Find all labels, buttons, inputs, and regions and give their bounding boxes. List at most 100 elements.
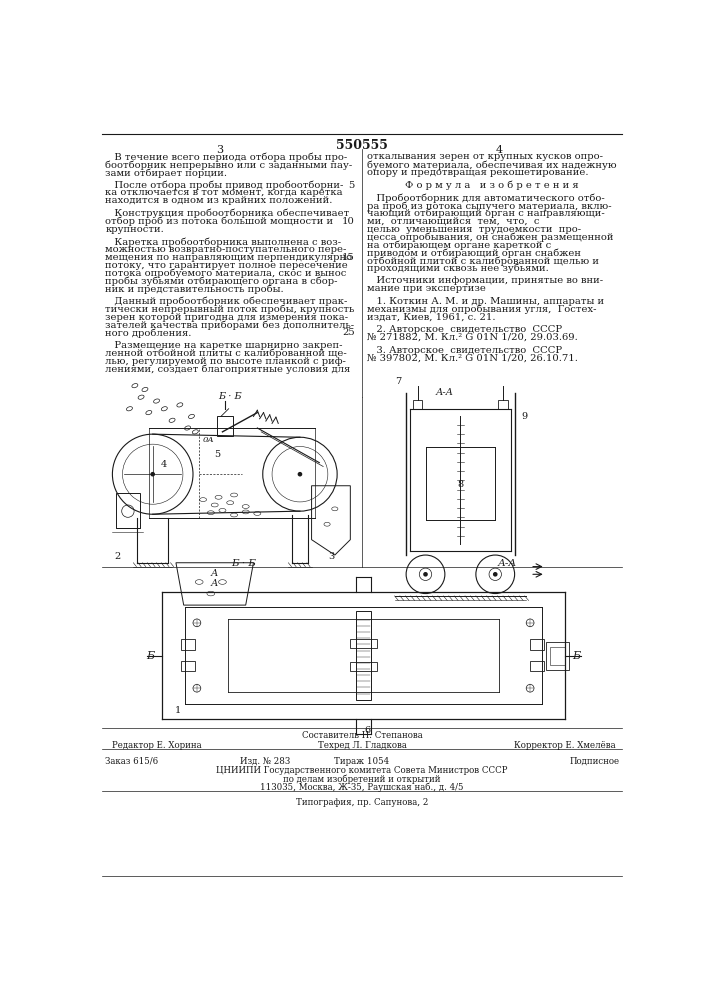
Text: № 271882, М. Кл.² G 01N 1/20, 29.03.69.: № 271882, М. Кл.² G 01N 1/20, 29.03.69. bbox=[367, 333, 578, 342]
Text: В течение всего периода отбора пробы про-: В течение всего периода отбора пробы про… bbox=[105, 152, 348, 162]
Bar bbox=[349, 662, 378, 671]
Circle shape bbox=[423, 572, 428, 577]
Text: зерен которой пригодна для измерения пока-: зерен которой пригодна для измерения пок… bbox=[105, 313, 349, 322]
Text: ник и представительность пробы.: ник и представительность пробы. bbox=[105, 284, 284, 294]
Text: крупности.: крупности. bbox=[105, 225, 164, 234]
Text: можностью возвратно-поступательного пере-: можностью возвратно-поступательного пере… bbox=[105, 245, 347, 254]
Text: ного дробления.: ного дробления. bbox=[105, 328, 192, 338]
Text: 10: 10 bbox=[342, 217, 355, 226]
Bar bbox=[182, 639, 195, 650]
Text: 6: 6 bbox=[364, 726, 370, 735]
Text: 2: 2 bbox=[114, 552, 120, 561]
Text: мание при экспертизе: мание при экспертизе bbox=[367, 284, 486, 293]
Bar bbox=[217, 416, 233, 436]
Bar bbox=[413, 400, 422, 409]
Text: ЦНИИПИ Государственного комитета Совета Министров СССР: ЦНИИПИ Государственного комитета Совета … bbox=[216, 766, 508, 775]
Text: 4: 4 bbox=[161, 460, 168, 469]
Text: Редактор Е. Хорина: Редактор Е. Хорина bbox=[112, 741, 201, 750]
Text: по делам изобретений и открытий: по делам изобретений и открытий bbox=[284, 774, 440, 784]
Text: потока опробуемого материала, скос и вынос: потока опробуемого материала, скос и вын… bbox=[105, 269, 347, 278]
Text: отбор проб из потока большой мощности и: отбор проб из потока большой мощности и bbox=[105, 217, 334, 226]
Text: ленной отбойной плиты с калиброванной ще-: ленной отбойной плиты с калиброванной ще… bbox=[105, 349, 347, 358]
Text: 8: 8 bbox=[457, 480, 463, 489]
Bar bbox=[116, 493, 139, 528]
Text: 25: 25 bbox=[342, 328, 355, 337]
Text: 3: 3 bbox=[216, 145, 223, 155]
Text: приводом и отбирающий орган снабжен: приводом и отбирающий орган снабжен bbox=[367, 248, 580, 258]
Text: 3. Авторское  свидетельство  СССР: 3. Авторское свидетельство СССР bbox=[367, 346, 562, 355]
Text: 1: 1 bbox=[175, 706, 180, 715]
Text: 7: 7 bbox=[395, 377, 402, 386]
Text: Заказ 615/6: Заказ 615/6 bbox=[105, 757, 158, 766]
Text: целью  уменьшения  трудоемкости  про-: целью уменьшения трудоемкости про- bbox=[367, 225, 580, 234]
Text: А: А bbox=[211, 579, 218, 588]
Text: зами отбирает порции.: зами отбирает порции. bbox=[105, 168, 228, 178]
Text: Корректор Е. Хмелёва: Корректор Е. Хмелёва bbox=[514, 741, 615, 750]
Text: А-А: А-А bbox=[497, 559, 517, 568]
Text: боотборник непрерывно или с заданными пау-: боотборник непрерывно или с заданными па… bbox=[105, 160, 353, 170]
Text: зателей качества приборами без дополнитель-: зателей качества приборами без дополните… bbox=[105, 320, 354, 330]
Text: 1. Коткин А. М. и др. Машины, аппараты и: 1. Коткин А. М. и др. Машины, аппараты и bbox=[367, 297, 604, 306]
Bar bbox=[349, 639, 378, 648]
Circle shape bbox=[493, 572, 498, 577]
Text: 15: 15 bbox=[342, 253, 355, 262]
Text: потоку, что гарантирует полное пересечение: потоку, что гарантирует полное пересечен… bbox=[105, 261, 348, 270]
Bar bbox=[498, 400, 508, 409]
Text: Данный пробоотборник обеспечивает прак-: Данный пробоотборник обеспечивает прак- bbox=[105, 297, 348, 306]
Text: буемого материала, обеспечивая их надежную: буемого материала, обеспечивая их надежн… bbox=[367, 160, 617, 170]
Text: чающий отбирающий орган с направляющи-: чающий отбирающий орган с направляющи- bbox=[367, 209, 604, 218]
Text: А-А: А-А bbox=[436, 388, 454, 397]
Circle shape bbox=[151, 472, 155, 477]
Text: откалывания зерен от крупных кусков опро-: откалывания зерен от крупных кусков опро… bbox=[367, 152, 602, 161]
Text: опору и предотвращая рекошетирование.: опору и предотвращая рекошетирование. bbox=[367, 168, 588, 177]
Text: Изд. № 283: Изд. № 283 bbox=[240, 757, 290, 766]
Text: 9: 9 bbox=[522, 412, 527, 421]
Text: Ф о р м у л а   и з о б р е т е н и я: Ф о р м у л а и з о б р е т е н и я bbox=[405, 181, 579, 190]
Text: Б · Б: Б · Б bbox=[218, 392, 242, 401]
Bar bbox=[546, 642, 569, 670]
Text: цесса опробывания, он снабжен размещенной: цесса опробывания, он снабжен размещенно… bbox=[367, 232, 613, 242]
Text: издат, Киев, 1961, с. 21.: издат, Киев, 1961, с. 21. bbox=[367, 313, 495, 322]
Text: Размещение на каретке шарнирно закреп-: Размещение на каретке шарнирно закреп- bbox=[105, 341, 343, 350]
Bar bbox=[182, 661, 195, 671]
Text: Б: Б bbox=[146, 651, 154, 661]
Text: 2. Авторское  свидетельство  СССР: 2. Авторское свидетельство СССР bbox=[367, 325, 562, 334]
Text: ми,  отличающийся  тем,  что,  с: ми, отличающийся тем, что, с bbox=[367, 217, 539, 226]
Text: А: А bbox=[211, 569, 218, 578]
Text: тически непрерывный поток пробы, крупность: тически непрерывный поток пробы, крупнос… bbox=[105, 305, 355, 314]
Text: 0А: 0А bbox=[203, 436, 215, 444]
Text: Составитель Н. Степанова: Составитель Н. Степанова bbox=[302, 731, 422, 740]
Text: ка отключается в тот момент, когда каретка: ка отключается в тот момент, когда карет… bbox=[105, 188, 343, 197]
Text: находится в одном из крайних положений.: находится в одном из крайних положений. bbox=[105, 196, 333, 205]
Text: лью, регулируемой по высоте планкой с риф-: лью, регулируемой по высоте планкой с ри… bbox=[105, 357, 346, 366]
Text: пробы зубьями отбирающего органа в сбор-: пробы зубьями отбирающего органа в сбор- bbox=[105, 276, 338, 286]
Text: 5: 5 bbox=[214, 450, 220, 459]
Text: 5: 5 bbox=[349, 181, 355, 190]
Text: Каретка пробоотборника выполнена с воз-: Каретка пробоотборника выполнена с воз- bbox=[105, 237, 341, 247]
Text: лениями, создает благоприятные условия для: лениями, создает благоприятные условия д… bbox=[105, 364, 351, 374]
Text: Б · Б: Б · Б bbox=[231, 559, 256, 568]
Text: После отбора пробы привод пробоотборни-: После отбора пробы привод пробоотборни- bbox=[105, 181, 344, 190]
Bar bbox=[356, 611, 371, 700]
Text: Подписное: Подписное bbox=[569, 757, 619, 766]
Text: № 397802, М. Кл.² G 01N 1/20, 26.10.71.: № 397802, М. Кл.² G 01N 1/20, 26.10.71. bbox=[367, 353, 578, 362]
Text: проходящими сквозь нее зубьями.: проходящими сквозь нее зубьями. bbox=[367, 264, 549, 273]
Text: Источники информации, принятые во вни-: Источники информации, принятые во вни- bbox=[367, 276, 603, 285]
Text: Техред Л. Гладкова: Техред Л. Гладкова bbox=[317, 741, 407, 750]
Text: Типография, пр. Сапунова, 2: Типография, пр. Сапунова, 2 bbox=[296, 798, 428, 807]
Text: 4: 4 bbox=[496, 145, 503, 155]
Bar bbox=[530, 639, 544, 650]
Text: на отбирающем органе кареткой с: на отбирающем органе кареткой с bbox=[367, 240, 551, 250]
Text: 113035, Москва, Ж-35, Раушская наб., д. 4/5: 113035, Москва, Ж-35, Раушская наб., д. … bbox=[260, 783, 464, 792]
Text: мещения по направляющим перпендикулярно: мещения по направляющим перпендикулярно bbox=[105, 253, 353, 262]
Text: 3: 3 bbox=[328, 552, 334, 561]
Text: Пробоотборник для автоматического отбо-: Пробоотборник для автоматического отбо- bbox=[367, 193, 604, 203]
Bar bbox=[530, 661, 544, 671]
Text: Конструкция пробоотборника обеспечивает: Конструкция пробоотборника обеспечивает bbox=[105, 209, 350, 218]
Text: ра проб из потока сыпучего материала, вклю-: ра проб из потока сыпучего материала, вк… bbox=[367, 201, 612, 211]
Text: отбойной плитой с калиброванной щелью и: отбойной плитой с калиброванной щелью и bbox=[367, 256, 599, 266]
Circle shape bbox=[298, 472, 303, 477]
Text: Тираж 1054: Тираж 1054 bbox=[334, 757, 390, 766]
Text: 550555: 550555 bbox=[336, 139, 388, 152]
Text: Б: Б bbox=[573, 651, 580, 661]
